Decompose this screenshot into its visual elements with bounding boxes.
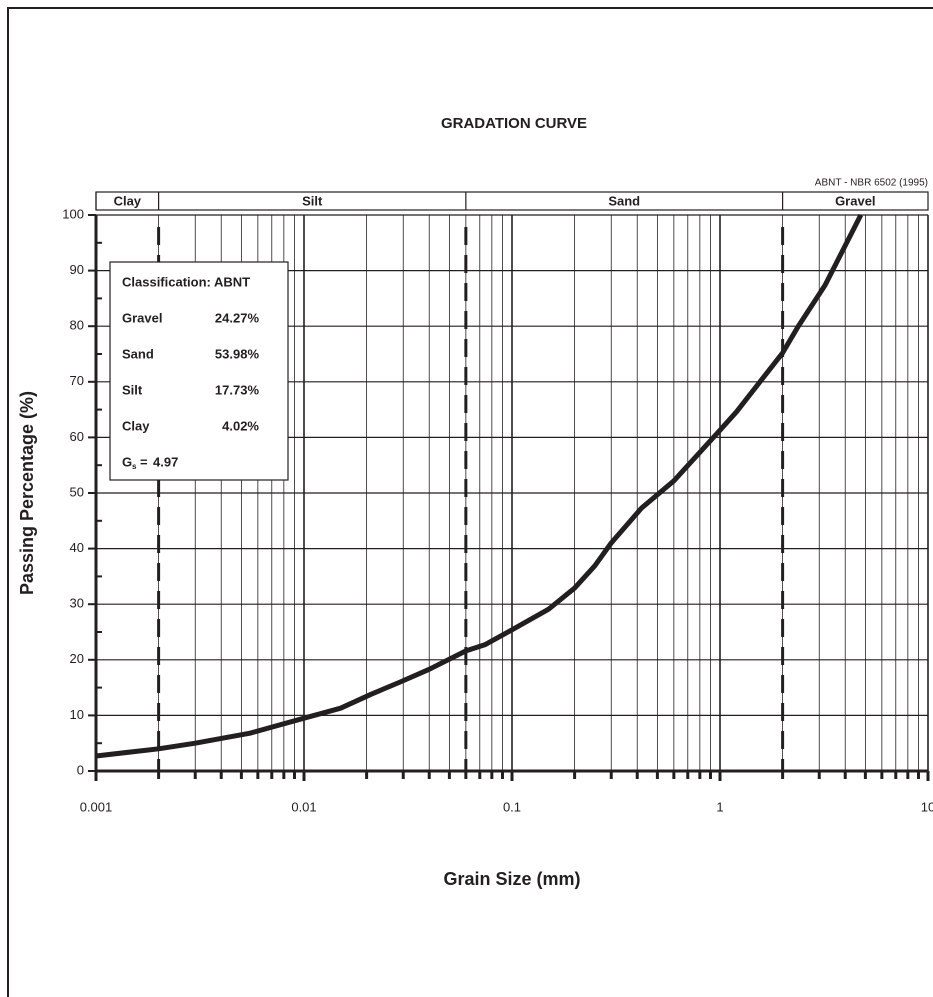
gs-value: 4.97 (153, 454, 178, 469)
zone-label: Sand (608, 193, 640, 208)
x-tick-label: 10 (921, 799, 933, 814)
y-tick-label: 30 (70, 596, 84, 611)
y-tick-label: 40 (70, 540, 84, 555)
classification-name: Silt (122, 382, 143, 397)
x-axis-label: Grain Size (mm) (443, 869, 580, 889)
y-tick-label: 80 (70, 318, 84, 333)
zone-label: Clay (114, 193, 142, 208)
zone-band (95, 191, 929, 211)
classification-name: Sand (122, 346, 154, 361)
x-tick-label: 0.001 (80, 799, 113, 814)
y-tick-label: 70 (70, 373, 84, 388)
y-tick-label: 60 (70, 429, 84, 444)
y-tick-label: 100 (62, 206, 84, 221)
classification-value: 53.98% (215, 346, 260, 361)
gs-subscript: s (132, 462, 137, 471)
gradation-curve (95, 213, 864, 759)
y-tick-label: 50 (70, 484, 84, 499)
gs-equals: = (140, 454, 148, 469)
classification-box: Classification: ABNT Gravel 24.27% Sand 53.9… (109, 261, 289, 481)
frame (7, 7, 933, 997)
x-tick-label: 0.01 (291, 799, 316, 814)
gs-symbol: G (122, 454, 132, 469)
classification-value: 17.73% (215, 382, 260, 397)
classification-name: Clay (122, 418, 150, 433)
classification-name: Gravel (122, 310, 162, 325)
y-tick-label: 20 (70, 651, 84, 666)
classification-value: 24.27% (215, 310, 260, 325)
y-tick-label: 10 (70, 707, 84, 722)
x-tick-label: 1 (716, 799, 723, 814)
classification-value: 4.02% (222, 418, 259, 433)
x-tick-label: 0.1 (503, 799, 521, 814)
standard-label: ABNT - NBR 6502 (1995) (815, 178, 928, 189)
zone-label: Gravel (835, 193, 875, 208)
y-axis-label: Passing Percentage (%) (17, 391, 37, 595)
classification-box-frame (109, 261, 289, 481)
chart-title: GRADATION CURVE (441, 115, 587, 132)
zone-label: Silt (302, 193, 323, 208)
classification-title: Classification: ABNT (122, 274, 250, 289)
y-tick-label: 90 (70, 262, 84, 277)
y-tick-label: 0 (77, 762, 84, 777)
